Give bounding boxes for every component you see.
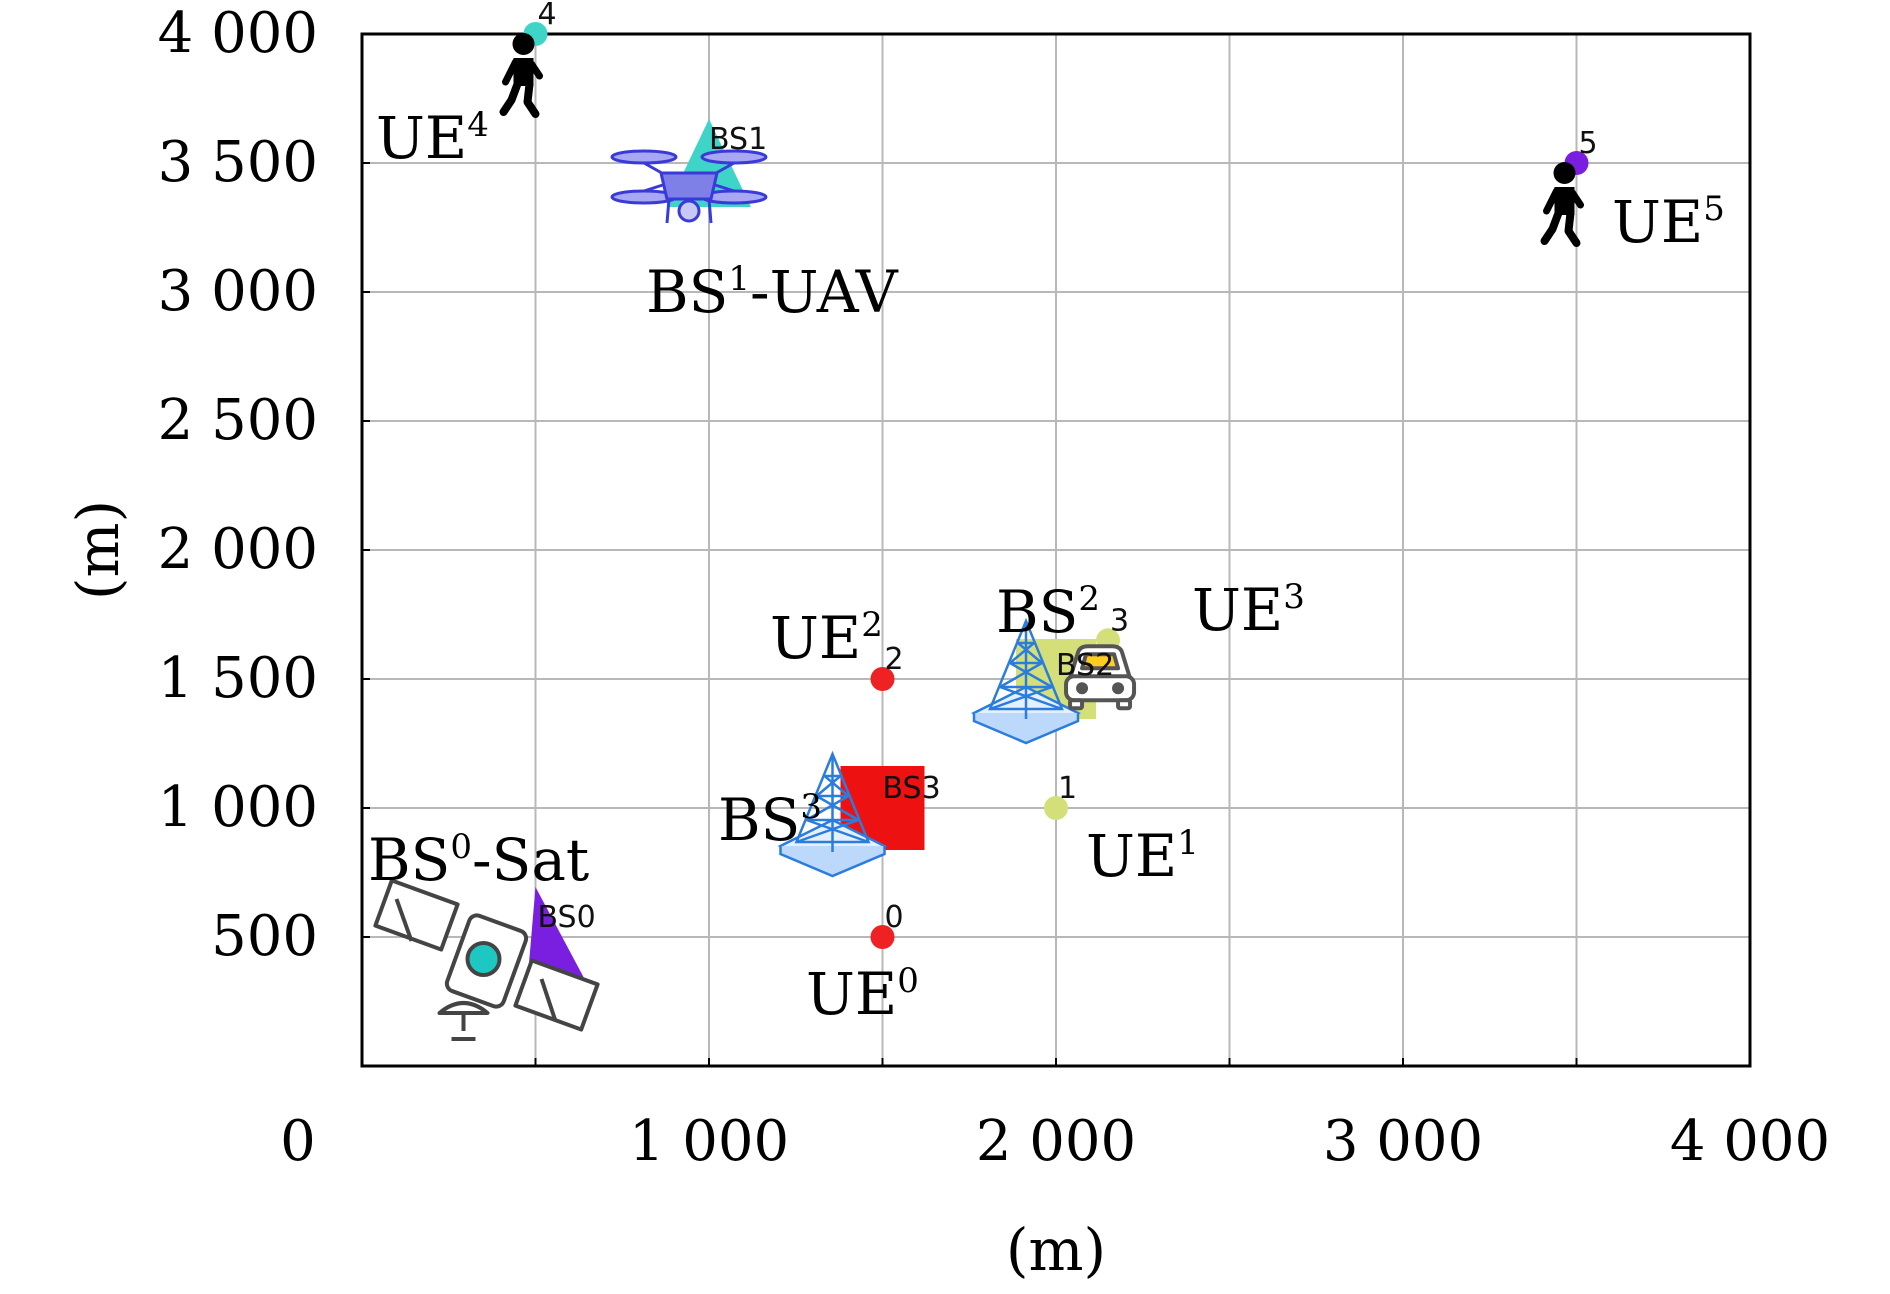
annotation-base: UE [1612,188,1703,256]
annotation-superscript: 1 [1177,823,1199,863]
annotation-superscript: 2 [861,605,883,645]
x-tick-label: 4 000 [1670,1109,1830,1174]
user-equipment-label: 2 [885,642,904,677]
user-equipment-annotation: UE5 [1612,188,1725,256]
base-station-label: BS3 [883,771,941,806]
pedestrian-icon [499,33,543,118]
y-tick-label: 3 000 [158,259,318,324]
annotation-base: BS [368,826,450,894]
base-station-marker [527,887,584,981]
user-equipment-marker [1044,796,1068,820]
y-tick-label: 3 500 [158,130,318,195]
base-station-annotation: BS0-Sat [368,826,589,894]
x-axis-label: (m) [1006,1216,1106,1284]
user-equipment-marker [870,925,895,949]
base-station-annotation: BS3 [718,786,822,854]
annotation-base: UE [770,604,861,672]
annotation-base: UE [1192,576,1283,644]
x-tick-label: 3 000 [1323,1109,1483,1174]
y-tick-label: 1 000 [158,775,318,840]
annotation-superscript: 3 [800,787,822,827]
y-tick-label: 4 000 [158,1,318,66]
annotation-base: UE [1086,822,1177,890]
annotation-superscript: 1 [728,259,750,299]
x-tick-label: 2 000 [976,1109,1136,1174]
tower-icon [777,750,888,878]
y-tick-label: 2 500 [158,388,318,453]
tower-icon [971,617,1081,745]
user-equipment-annotation: UE4 [376,104,489,172]
user-equipment-marker [870,667,895,691]
icons [373,33,1584,1041]
annotation-superscript: 4 [467,105,489,145]
user-equipment-label: 4 [538,0,557,32]
base-station-label: BS0 [538,900,596,935]
annotation-superscript: 0 [450,827,472,867]
satellite-icon [373,878,600,1041]
drone-icon [610,149,768,224]
annotation-base: BS [996,578,1078,646]
y-axis-label: (m) [64,500,132,600]
user-equipment-annotation: UE2 [770,604,883,672]
annotation-base: UE [376,104,467,172]
annotation-superscript: 0 [897,961,919,1001]
annotation-superscript: 3 [1283,577,1305,617]
user-equipment-annotation: UE3 [1192,576,1305,644]
annotation-suffix: -UAV [750,258,899,326]
user-equipment-label: 1 [1058,771,1077,806]
annotation-suffix: -Sat [472,826,589,894]
y-tick-label: 1 500 [158,646,318,711]
user-equipment-label: 5 [1579,126,1598,161]
annotation-base: BS [718,786,800,854]
base-station-label: BS1 [709,122,767,157]
y-tick-label: 2 000 [158,517,318,582]
annotation-superscript: 5 [1703,189,1725,229]
x-tick-label: 0 [280,1109,316,1174]
annotation-base: BS [646,258,728,326]
pedestrian-icon [1540,162,1584,247]
annotation-base: UE [806,960,897,1028]
car-icon [1064,644,1137,711]
x-tick-label: 1 000 [629,1109,789,1174]
user-equipment-label: 0 [885,900,904,935]
base-station-annotation: BS1-UAV [646,258,899,326]
axes [360,32,1752,1068]
annotation-superscript: 2 [1078,579,1100,619]
user-equipment-annotation: UE0 [806,960,919,1028]
base-station-annotation: BS2 [996,578,1100,646]
user-equipment-label: 3 [1110,603,1129,638]
y-tick-label: 500 [211,904,318,969]
user-equipment-annotation: UE1 [1086,822,1199,890]
base-station-label: BS2 [1056,648,1114,683]
